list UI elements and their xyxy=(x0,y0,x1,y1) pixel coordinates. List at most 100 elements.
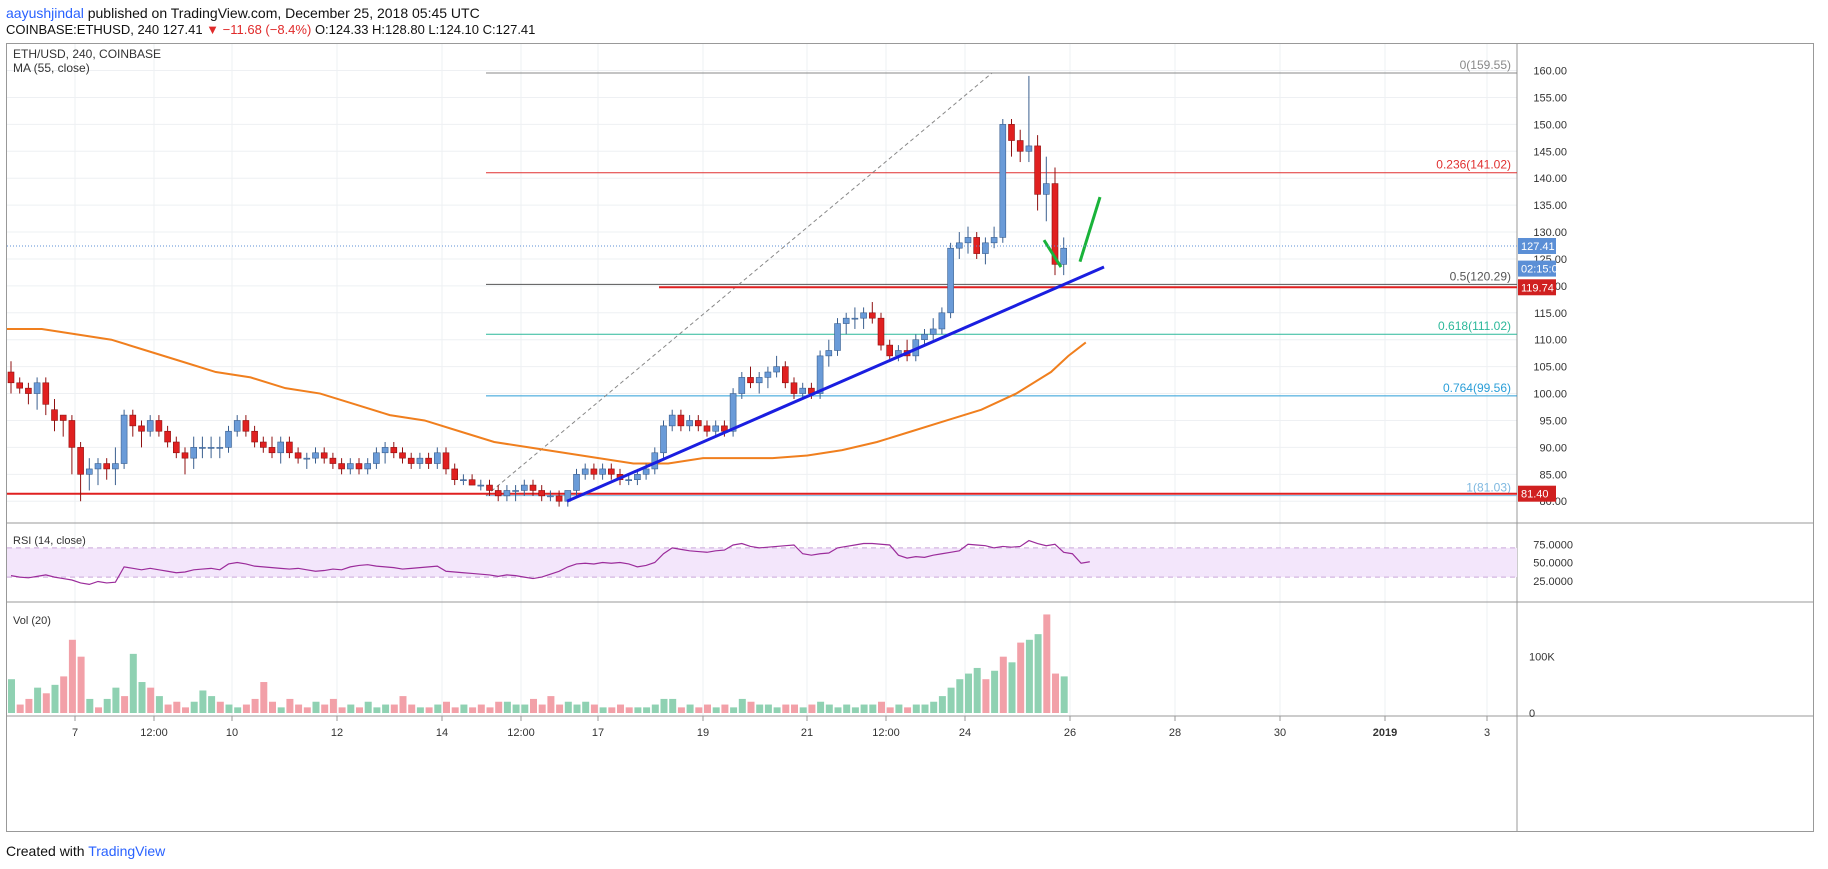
fibonacci-retracement[interactable]: 0(159.55) 0.236(141.02) 0.5(120.29) 0.618(1… xyxy=(485,58,1517,497)
candle-body xyxy=(468,479,476,486)
candle-body xyxy=(825,350,833,357)
candle-body xyxy=(834,323,841,351)
candle-body xyxy=(346,463,354,470)
candle-body xyxy=(512,490,519,492)
candle-body xyxy=(773,366,780,373)
rsi-band xyxy=(7,547,1517,578)
time-axis[interactable]: 7 12:00 10 12 14 12:00 17 19 21 12:00 24 26 28 30 2019… xyxy=(72,716,1490,739)
candle-body xyxy=(755,377,763,384)
volume-bar xyxy=(399,696,407,713)
candle-body xyxy=(1016,140,1024,152)
volume-bar xyxy=(634,707,642,713)
volume-bar xyxy=(164,704,172,713)
candle-body xyxy=(59,414,67,421)
footer: Created with TradingView xyxy=(6,843,165,859)
volume-bar xyxy=(747,701,755,713)
candles xyxy=(7,75,1067,507)
candle-body xyxy=(312,452,319,459)
price-axis[interactable]: 160.00 155.00 150.00 145.00 140.00 135.00 130.… xyxy=(7,66,1567,509)
time-tick-label: 28 xyxy=(1169,727,1181,739)
author-link[interactable]: aayushjindal xyxy=(6,5,84,21)
volume-bar xyxy=(721,704,729,713)
resistance-tag-bg xyxy=(1518,279,1556,296)
volume-bar xyxy=(182,707,189,713)
candle-body xyxy=(529,484,537,491)
candle-body xyxy=(68,420,76,448)
volume-bar xyxy=(312,701,320,713)
candle-body xyxy=(868,312,876,319)
candle-body xyxy=(407,457,415,464)
candle-body xyxy=(120,414,128,464)
candle-body xyxy=(303,457,311,460)
volume-bar xyxy=(643,707,651,713)
candle-body xyxy=(146,420,154,432)
volume-bar xyxy=(547,696,555,713)
volume-bar xyxy=(851,707,859,713)
volume-bar xyxy=(773,707,781,713)
volume-bar xyxy=(495,701,503,713)
last-price: 127.41 xyxy=(162,22,203,37)
candle-body xyxy=(460,479,467,481)
volume-bar xyxy=(269,701,276,713)
volume-bar xyxy=(599,707,607,713)
volume-bar xyxy=(556,704,564,713)
volume-bar xyxy=(991,670,999,713)
volume-bar xyxy=(965,673,972,713)
volume-bar xyxy=(704,704,711,713)
volume-bar xyxy=(242,704,250,713)
candle-body xyxy=(764,371,772,378)
candle-body xyxy=(642,468,650,475)
rsi-tick: 50.0000 xyxy=(1533,558,1573,570)
volume-bar xyxy=(443,701,450,713)
candle-body xyxy=(990,237,998,244)
candle-body xyxy=(329,457,337,464)
support-lines[interactable] xyxy=(7,286,1517,495)
candle-body xyxy=(138,425,145,432)
volume-bar xyxy=(477,704,485,713)
publish-line: aayushjindal published on TradingView.co… xyxy=(6,5,480,21)
volume-bar xyxy=(486,707,494,713)
candle-body xyxy=(660,425,667,454)
trendline[interactable] xyxy=(566,265,1105,503)
volume-bar xyxy=(42,693,50,713)
volume-bar xyxy=(16,704,24,713)
last-price-tag: 127.41 xyxy=(1521,241,1555,253)
candle-body xyxy=(1051,183,1059,265)
candle-body xyxy=(921,334,928,341)
candle-body xyxy=(338,463,345,470)
candle-body xyxy=(1043,183,1050,195)
countdown-tag-bg xyxy=(1518,260,1556,277)
volume-bar xyxy=(860,704,868,713)
volume-bar xyxy=(1060,676,1068,713)
price-tick: 150.00 xyxy=(1533,119,1567,131)
fib-label-0.236: 0.236(141.02) xyxy=(1436,158,1511,172)
volume-bar xyxy=(730,707,738,713)
candle-body xyxy=(738,377,746,394)
volume-bar xyxy=(808,704,816,713)
ma-legend: MA (55, close) xyxy=(13,61,90,75)
candle-body xyxy=(225,430,232,448)
volume-bar xyxy=(277,707,285,713)
time-tick-label: 12:00 xyxy=(507,727,535,739)
candle-body xyxy=(16,382,23,389)
volume-bar xyxy=(938,696,946,713)
volume-bar xyxy=(1017,642,1025,713)
fib-label-0.5: 0.5(120.29) xyxy=(1450,269,1511,283)
time-tick-label: 24 xyxy=(959,727,971,739)
time-tick-label: 2019 xyxy=(1373,727,1397,739)
ohlc-values: O:124.33 H:128.80 L:124.10 C:127.41 xyxy=(314,22,536,37)
rsi-line xyxy=(10,539,1090,586)
candle-body xyxy=(442,452,450,470)
candle-body xyxy=(277,441,285,454)
candle-body xyxy=(233,420,241,432)
candle-body xyxy=(790,382,798,394)
green-arrows[interactable] xyxy=(1042,196,1102,268)
candle-body xyxy=(173,441,180,454)
candle-body xyxy=(860,312,867,319)
volume-bar xyxy=(843,704,851,713)
candle-body xyxy=(294,452,302,459)
chart-canvas[interactable]: 0(159.55) 0.236(141.02) 0.5(120.29) 0.618(1… xyxy=(7,44,1813,831)
volume-bar xyxy=(573,704,581,713)
candle-body xyxy=(216,447,224,449)
tradingview-logo-link[interactable]: TradingView xyxy=(88,843,166,859)
